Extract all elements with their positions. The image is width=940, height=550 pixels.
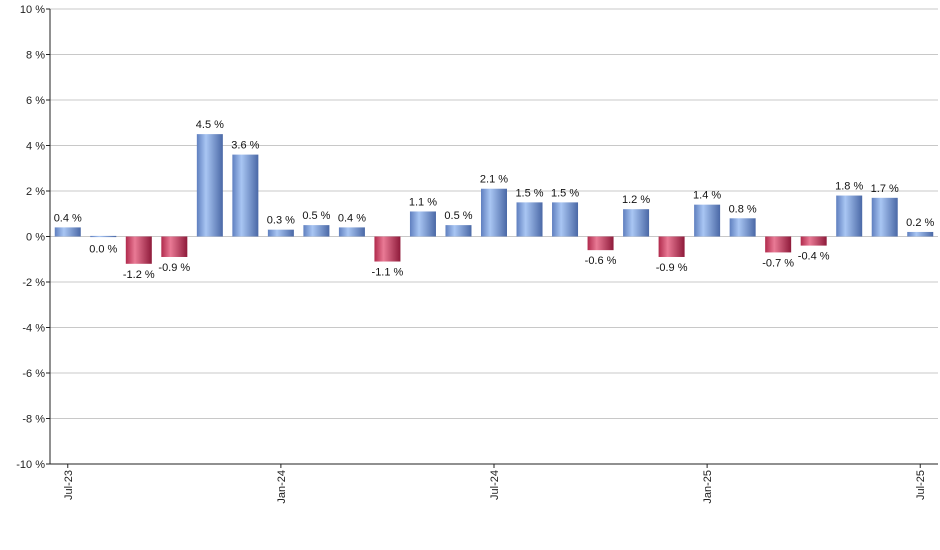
data-label: 0.5 % <box>444 210 472 222</box>
x-tick-label: Jul-25 <box>915 470 927 500</box>
y-tick-label: -2 % <box>22 277 45 289</box>
data-label: 4.5 % <box>196 119 224 131</box>
bar <box>374 236 401 262</box>
data-label: 1.7 % <box>871 183 899 195</box>
bar <box>338 227 365 237</box>
data-label: 3.6 % <box>231 140 259 152</box>
y-tick-label: 4 % <box>26 141 45 153</box>
bar <box>552 202 579 237</box>
bar <box>481 188 507 237</box>
data-label: 0.0 % <box>89 244 117 256</box>
y-tick-label: 8 % <box>26 50 45 62</box>
axes: 10 % 8 % 6 % 4 % 2 % 0 % -2 % -4 % -6 % -8 % -10 %… <box>16 4 938 504</box>
data-label: -0.9 % <box>158 262 190 274</box>
bar <box>409 211 436 237</box>
x-tick-label: Jul-24 <box>489 470 501 500</box>
bar <box>267 229 294 237</box>
bar <box>516 202 543 237</box>
data-label: 0.3 % <box>267 215 295 227</box>
data-label: 0.5 % <box>302 210 330 222</box>
y-tick-label: 0 % <box>26 232 45 244</box>
data-labels: 0.4 %0.0 %-1.2 %-0.9 %4.5 %3.6 %0.3 % 0.5… <box>54 119 935 281</box>
x-tick-label: Jan-25 <box>702 470 714 504</box>
data-label: 0.2 % <box>906 217 934 229</box>
x-tick-label: Jul-23 <box>63 470 75 500</box>
bar <box>871 197 898 237</box>
bar <box>90 235 117 238</box>
data-label: -0.4 % <box>798 251 830 263</box>
data-label: 1.2 % <box>622 194 650 206</box>
bar <box>125 236 152 264</box>
data-label: 1.5 % <box>515 187 543 199</box>
bar <box>836 195 863 237</box>
data-label: 1.4 % <box>693 190 721 202</box>
bar <box>729 218 756 237</box>
bar <box>907 231 934 237</box>
bar <box>587 236 614 251</box>
y-tick-label: -8 % <box>22 414 45 426</box>
data-label: 1.8 % <box>835 181 863 193</box>
data-label: -1.2 % <box>123 269 155 281</box>
bar <box>303 225 330 237</box>
x-tick-label: Jan-24 <box>276 470 288 504</box>
bar <box>623 209 650 237</box>
y-tick-label: -6 % <box>22 368 45 380</box>
y-tick-label: 2 % <box>26 186 45 198</box>
bars <box>54 134 934 264</box>
data-label: -0.9 % <box>656 262 688 274</box>
bar <box>161 236 188 257</box>
data-label: -1.1 % <box>372 267 404 279</box>
bar <box>800 236 827 246</box>
bar <box>196 134 223 237</box>
bar <box>54 227 81 237</box>
data-label: -0.6 % <box>585 255 617 267</box>
y-tick-label: 6 % <box>26 95 45 107</box>
bar <box>658 236 685 257</box>
y-tick-label: -10 % <box>16 459 45 471</box>
data-label: 0.4 % <box>54 212 82 224</box>
data-label: -0.7 % <box>762 257 794 269</box>
y-tick-label: 10 % <box>20 4 45 16</box>
data-label: 1.5 % <box>551 187 579 199</box>
bar <box>232 154 259 237</box>
bar <box>694 204 721 237</box>
bar <box>445 225 472 237</box>
data-label: 2.1 % <box>480 174 508 186</box>
y-tick-label: -4 % <box>22 323 45 335</box>
bar <box>765 236 792 253</box>
data-label: 0.8 % <box>729 203 757 215</box>
data-label: 0.4 % <box>338 212 366 224</box>
data-label: 1.1 % <box>409 196 437 208</box>
